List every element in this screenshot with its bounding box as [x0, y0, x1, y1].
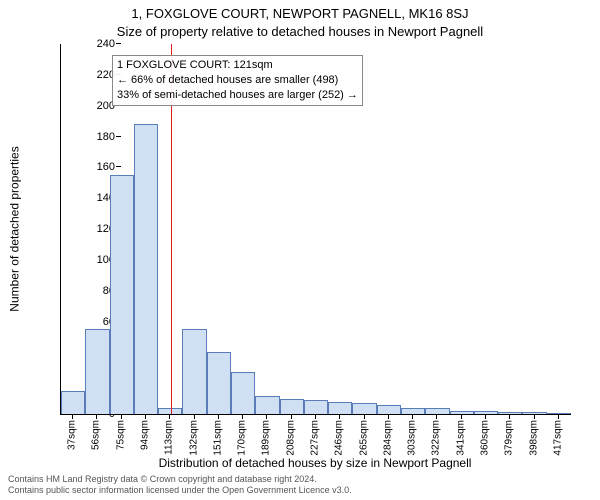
x-tick-label: 227sqm [310, 420, 321, 456]
y-axis-label: Number of detached properties [8, 44, 22, 414]
annotation-line: 33% of semi-detached houses are larger (… [117, 88, 358, 103]
x-tick-mark [96, 414, 97, 419]
x-tick-label: 75sqm [115, 420, 126, 450]
x-tick-mark [121, 414, 122, 419]
x-tick-mark [364, 414, 365, 419]
histogram-bar [328, 402, 352, 414]
x-tick-label: 94sqm [140, 420, 151, 450]
histogram-bar [85, 329, 109, 414]
histogram-bar [134, 124, 158, 414]
x-tick-label: 417sqm [552, 420, 563, 456]
chart-title: 1, FOXGLOVE COURT, NEWPORT PAGNELL, MK16… [0, 6, 600, 21]
histogram-bar [255, 396, 279, 415]
x-tick-mark [436, 414, 437, 419]
histogram-bar [231, 372, 255, 414]
x-tick-label: 398sqm [528, 420, 539, 456]
chart-subtitle: Size of property relative to detached ho… [0, 24, 600, 39]
x-tick-mark [339, 414, 340, 419]
x-tick-mark [509, 414, 510, 419]
x-tick-mark [388, 414, 389, 419]
annotation-line: ← 66% of detached houses are smaller (49… [117, 73, 358, 88]
x-tick-mark [485, 414, 486, 419]
histogram-chart: 1, FOXGLOVE COURT, NEWPORT PAGNELL, MK16… [0, 0, 600, 500]
x-tick-label: 341sqm [455, 420, 466, 456]
x-tick-mark [218, 414, 219, 419]
x-tick-label: 265sqm [358, 420, 369, 456]
x-axis-label: Distribution of detached houses by size … [60, 456, 570, 470]
histogram-bar [352, 403, 376, 414]
annotation-line: 1 FOXGLOVE COURT: 121sqm [117, 58, 358, 73]
histogram-bar [377, 405, 401, 414]
x-tick-mark [194, 414, 195, 419]
x-tick-mark [291, 414, 292, 419]
x-tick-label: 56sqm [91, 420, 102, 450]
x-tick-label: 284sqm [382, 420, 393, 456]
x-tick-label: 189sqm [261, 420, 272, 456]
x-tick-label: 151sqm [212, 420, 223, 456]
histogram-bar [207, 352, 231, 414]
x-tick-mark [461, 414, 462, 419]
x-tick-label: 246sqm [334, 420, 345, 456]
x-tick-label: 379sqm [504, 420, 515, 456]
footer-attribution: Contains HM Land Registry data © Crown c… [8, 474, 592, 496]
x-tick-mark [72, 414, 73, 419]
plot-area: 020406080100120140160180200220240 1 FOXG… [60, 44, 571, 415]
x-tick-label: 113sqm [164, 420, 175, 455]
x-tick-mark [412, 414, 413, 419]
x-tick-label: 37sqm [67, 420, 78, 450]
footer-line-2: Contains public sector information licen… [8, 485, 592, 496]
x-tick-mark [558, 414, 559, 419]
x-tick-label: 303sqm [407, 420, 418, 456]
histogram-bar [110, 175, 134, 414]
x-tick-mark [315, 414, 316, 419]
x-tick-mark [534, 414, 535, 419]
histogram-bar [304, 400, 328, 414]
x-tick-mark [266, 414, 267, 419]
annotation-box: 1 FOXGLOVE COURT: 121sqm← 66% of detache… [112, 55, 363, 106]
x-tick-label: 208sqm [285, 420, 296, 456]
x-tick-mark [169, 414, 170, 419]
x-tick-mark [242, 414, 243, 419]
x-tick-label: 132sqm [188, 420, 199, 456]
histogram-bar [61, 391, 85, 414]
x-tick-label: 322sqm [431, 420, 442, 456]
histogram-bar [280, 399, 304, 414]
x-tick-label: 170sqm [237, 420, 248, 456]
x-tick-mark [145, 414, 146, 419]
footer-line-1: Contains HM Land Registry data © Crown c… [8, 474, 592, 485]
histogram-bar [182, 329, 206, 414]
x-tick-label: 360sqm [480, 420, 491, 456]
